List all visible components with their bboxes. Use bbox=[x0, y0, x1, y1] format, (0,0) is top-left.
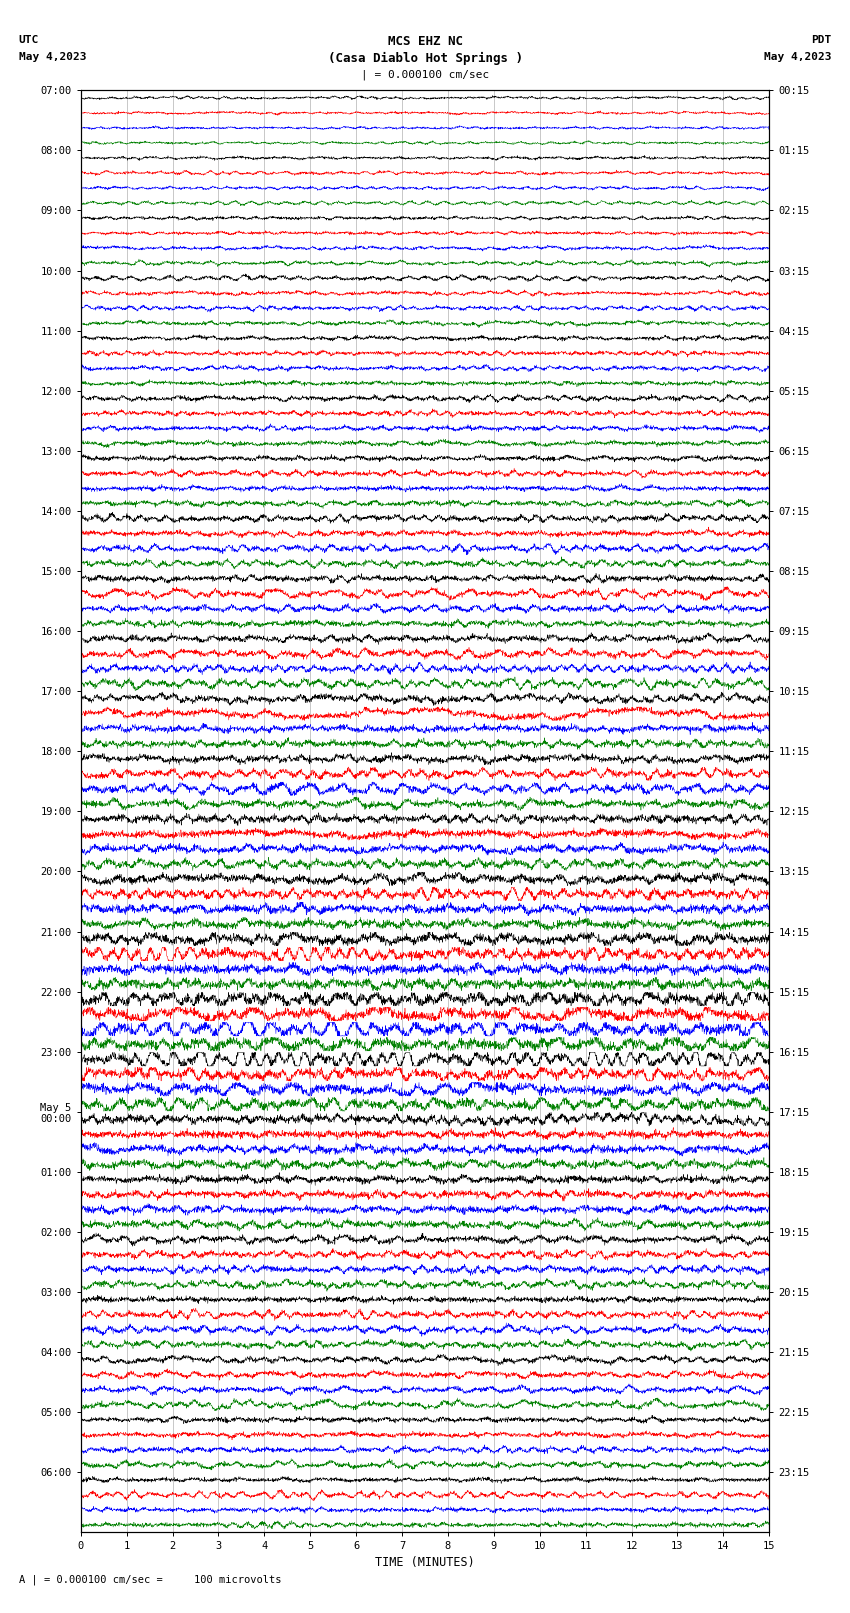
Text: MCS EHZ NC: MCS EHZ NC bbox=[388, 35, 462, 48]
Text: | = 0.000100 cm/sec: | = 0.000100 cm/sec bbox=[361, 69, 489, 81]
Text: PDT: PDT bbox=[811, 35, 831, 45]
Text: (Casa Diablo Hot Springs ): (Casa Diablo Hot Springs ) bbox=[327, 52, 523, 65]
Text: UTC: UTC bbox=[19, 35, 39, 45]
X-axis label: TIME (MINUTES): TIME (MINUTES) bbox=[375, 1555, 475, 1568]
Text: A | = 0.000100 cm/sec =     100 microvolts: A | = 0.000100 cm/sec = 100 microvolts bbox=[19, 1574, 281, 1586]
Text: May 4,2023: May 4,2023 bbox=[19, 52, 86, 61]
Text: May 4,2023: May 4,2023 bbox=[764, 52, 831, 61]
